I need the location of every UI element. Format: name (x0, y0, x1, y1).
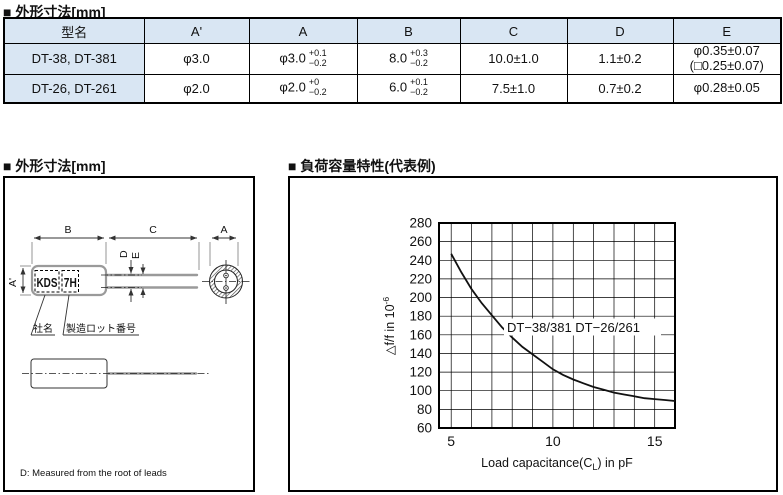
cell-c: 7.5±1.0 (459, 73, 568, 104)
col-header-model: 型名 (3, 17, 145, 44)
x-tick-label: 10 (545, 433, 561, 449)
callout-lot: 製造ロット番号 (66, 322, 136, 335)
lot-box (61, 270, 79, 293)
cell-aprime: φ2.0 (143, 73, 250, 104)
drawing-panel: B C A KDS 7H A' (3, 176, 255, 492)
table-row: DT-38, DT-381 φ3.0 φ3.0 +0.1 −0.2 8.0 +0.3−… (3, 43, 782, 75)
col-header-e: E (672, 17, 782, 44)
drawing-section-title: ■ 外形寸法[mm] (3, 158, 106, 174)
callout-leader-company (30, 294, 46, 336)
cell-d: 1.1±0.2 (566, 43, 674, 75)
drawing-note: D: Measured from the root of leads (20, 468, 167, 479)
cell-b: 8.0 +0.3 −0.2 (356, 43, 461, 75)
cell-model: DT-26, DT-261 (3, 73, 145, 104)
y-tick-label: 120 (409, 365, 432, 380)
col-header-b: B (356, 17, 461, 44)
y-tick-label: 80 (417, 402, 432, 417)
col-header-a: A (248, 17, 358, 44)
cell-b: 6.0 +0.1 −0.2 (356, 73, 461, 104)
dimensions-table: 型名 A' A B C D E DT-38, DT-381 φ3.0 φ3.0 +… (3, 17, 782, 104)
plot-border (438, 222, 676, 429)
y-tick-label: 200 (409, 290, 432, 305)
frequency-curve (450, 253, 676, 402)
lot-text: 7H (64, 275, 77, 290)
series-annotation: DT−38/381 DT−26/261 (507, 320, 640, 335)
cell-d: 0.7±0.2 (566, 73, 674, 104)
cell-e: φ0.35±0.07 (□0.25±0.07) (672, 43, 782, 75)
table-section-title: ■ 外形寸法[mm] (3, 4, 106, 20)
dim-label-e: E (130, 252, 142, 259)
x-tick-label: 5 (447, 433, 455, 449)
chart-plot-area: DT−38/381 DT−26/261 60 80 100 120 140 160 180 20… (409, 216, 676, 449)
outline-drawing: B C A KDS 7H A' (7, 224, 251, 479)
cell-model: DT-38, DT-381 (3, 43, 145, 75)
dimensions-table-wrap: 型名 A' A B C D E DT-38, DT-381 φ3.0 φ3.0 +… (3, 17, 782, 104)
callout-company: 社名 (33, 322, 53, 335)
col-header-d: D (566, 17, 674, 44)
y-tick-label: 140 (409, 346, 432, 361)
dim-label-c: C (149, 224, 157, 236)
table-header-row: 型名 A' A B C D E (3, 17, 782, 44)
y-tick-label: 160 (409, 327, 432, 342)
y-tick-label: 280 (409, 216, 432, 231)
col-header-aprime: A' (143, 17, 250, 44)
cell-c: 10.0±1.0 (459, 43, 568, 75)
y-tick-label: 220 (409, 271, 432, 286)
dim-label-a: A (220, 224, 227, 236)
col-header-c: C (459, 17, 568, 44)
dim-label-b: B (64, 224, 71, 236)
y-tick-label: 260 (409, 234, 432, 249)
x-axis-title: Load capacitance(CL) in pF (481, 456, 633, 472)
dim-label-aprime: A' (7, 278, 19, 287)
dim-label-d: D (118, 250, 130, 258)
cell-a: φ2.0 +0 −0.2 (248, 73, 358, 104)
y-tick-label: 180 (409, 309, 432, 324)
table-row: DT-26, DT-261 φ2.0 φ2.0 +0 −0.2 6.0 +0.1 −0.… (3, 73, 782, 104)
y-tick-label: 60 (417, 421, 432, 436)
cell-a: φ3.0 +0.1 −0.2 (248, 43, 358, 75)
callout-leader-lot (62, 294, 70, 336)
cell-aprime: φ3.0 (143, 43, 250, 75)
load-capacitance-chart: DT−38/381 DT−26/261 60 80 100 120 140 160 180 20… (381, 216, 676, 472)
chart-section-title: ■ 負荷容量特性(代表例) (288, 158, 436, 174)
x-tick-label: 15 (647, 433, 663, 449)
y-axis-title: △f/f in 10-6 (381, 297, 397, 355)
brand-text: KDS (37, 275, 58, 290)
brand-box (34, 270, 60, 293)
y-tick-label: 100 (409, 383, 432, 398)
annotation-bg (504, 318, 661, 336)
chart-panel: DT−38/381 DT−26/261 60 80 100 120 140 160 180 20… (288, 176, 778, 492)
cell-e: φ0.28±0.05 (672, 73, 782, 104)
y-tick-label: 240 (409, 253, 432, 268)
